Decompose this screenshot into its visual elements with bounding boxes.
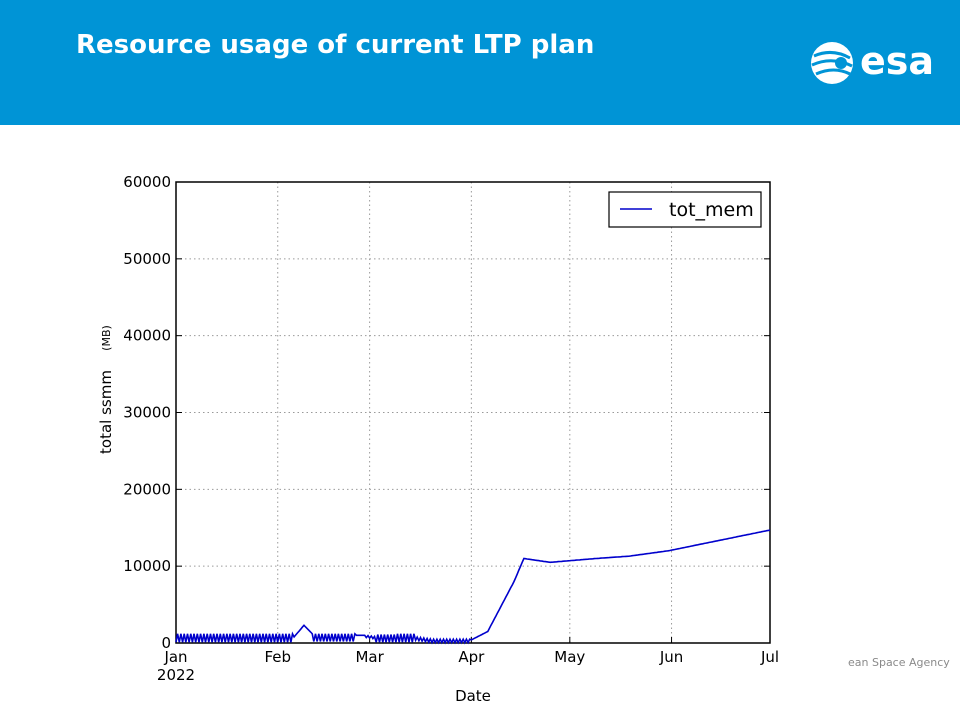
footer-agency-text: ean Space Agency: [848, 656, 950, 669]
y-tick-label-4: 40000: [123, 327, 171, 345]
chart-grid: [175, 181, 771, 644]
y-tick-label-2: 20000: [123, 480, 171, 498]
x-year-label: 2022: [157, 666, 195, 684]
x-tick-label-2: Mar: [355, 648, 384, 666]
x-tick-label-0: Jan: [163, 648, 187, 666]
x-axis: Jan Feb Mar Apr May Jun Jul: [163, 637, 779, 666]
y-axis: 0 10000 20000 30000 40000 50000 60000: [123, 173, 770, 652]
x-tick-label-1: Feb: [264, 648, 291, 666]
y-tick-label-0: 0: [161, 634, 171, 652]
y-tick-label-5: 50000: [123, 250, 171, 268]
x-tick-label-5: Jun: [659, 648, 683, 666]
esa-logo: esa: [808, 38, 940, 88]
legend-label-tot_mem: tot_mem: [669, 199, 754, 221]
y-tick-label-6: 60000: [123, 173, 171, 191]
y-axis-unit: (MB): [100, 325, 113, 351]
esa-globe-icon: [811, 42, 853, 84]
y-tick-label-3: 30000: [123, 404, 171, 422]
y-axis-label: total ssmm: [97, 370, 115, 454]
x-tick-label-4: May: [554, 648, 585, 666]
header-banner: Resource usage of current LTP plan esa: [0, 0, 960, 125]
y-tick-label-1: 10000: [123, 557, 171, 575]
legend: tot_mem: [608, 191, 762, 228]
slide-title: Resource usage of current LTP plan: [76, 30, 595, 60]
x-axis-label: Date: [455, 687, 491, 705]
esa-logo-text: esa: [860, 39, 935, 83]
x-tick-label-3: Apr: [458, 648, 485, 666]
x-tick-label-6: Jul: [760, 648, 779, 666]
series-line-tot_mem: [175, 529, 771, 645]
